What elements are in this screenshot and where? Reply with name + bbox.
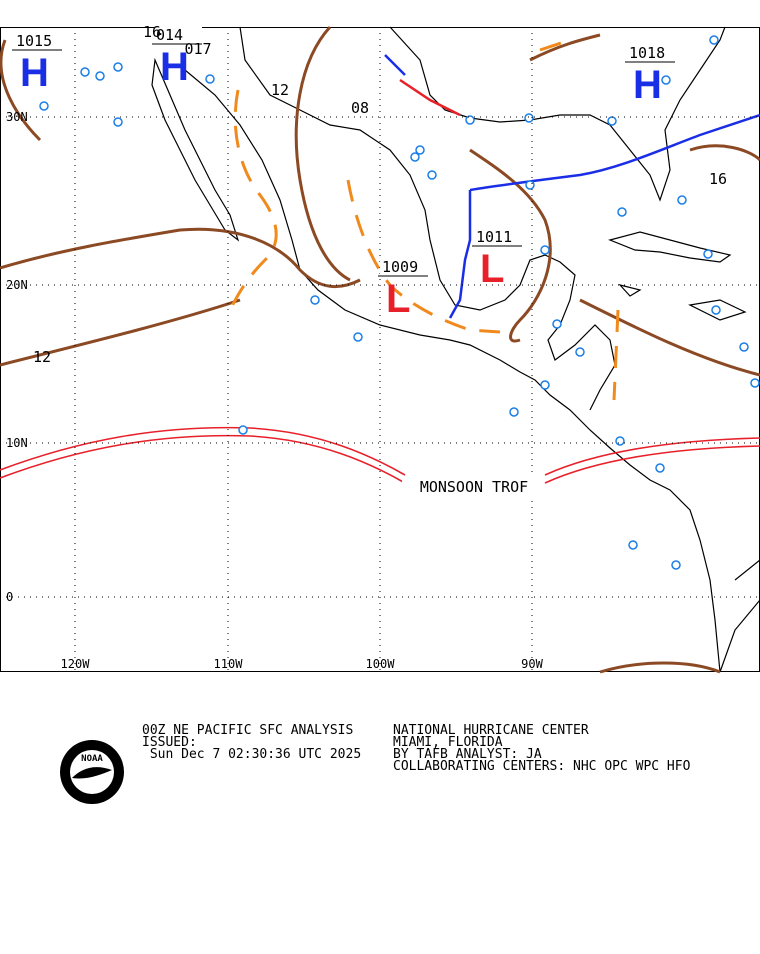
station: [238, 425, 248, 435]
map-frame: [0, 27, 760, 672]
lon-label: 100W: [366, 657, 396, 671]
station: [739, 342, 749, 352]
pressure-center-value: 014: [156, 26, 183, 44]
station: [615, 436, 625, 446]
fronts: [384, 54, 760, 319]
noaa-logo-bird: [72, 767, 112, 779]
station: [353, 332, 363, 342]
station: [677, 195, 687, 205]
station: [113, 62, 123, 72]
station: [415, 145, 425, 155]
footer-right-line: COLLABORATING CENTERS: NHC OPC WPC HFO: [393, 759, 691, 774]
station: [709, 35, 719, 45]
pressure-label-box: [380, 258, 428, 276]
station: [427, 170, 437, 180]
pressure-center-value: 1015: [16, 32, 52, 50]
lon-label: 90W: [521, 657, 543, 671]
station: [617, 207, 627, 217]
isobar-label: 017: [184, 40, 211, 58]
pressure-label-box: [14, 32, 62, 50]
monsoon-trough-label: MONSOON TROF: [420, 478, 528, 496]
station: [628, 540, 638, 550]
station: [671, 560, 681, 570]
footer-right-line: BY TAFB ANALYST: JA: [393, 747, 542, 762]
station-plots: [39, 35, 760, 570]
lon-label: 120W: [61, 657, 91, 671]
station: [39, 101, 49, 111]
isobar-label: 08: [351, 99, 369, 117]
monsoon-trough: [0, 426, 760, 484]
pressure-center-value: 1018: [629, 44, 665, 62]
pressure-center-value: 1011: [476, 228, 512, 246]
station: [95, 71, 105, 81]
station: [205, 74, 215, 84]
station: [540, 380, 550, 390]
footer-left-line: ISSUED:: [142, 735, 197, 750]
lat-label: 0: [6, 590, 13, 604]
pressure-center-symbol: H: [633, 63, 662, 107]
pressure-center-symbol: H: [20, 51, 49, 95]
station: [465, 115, 475, 125]
lon-label: 110W: [214, 657, 244, 671]
station: [575, 347, 585, 357]
pressure-center-symbol: L: [480, 247, 504, 291]
feature-label-bg: [402, 476, 544, 496]
pressure-center-symbol: L: [386, 277, 410, 321]
footer-left-line: Sun Dec 7 02:30:36 UTC 2025: [142, 747, 361, 762]
footer-left-line: 00Z NE PACIFIC SFC ANALYSIS: [142, 723, 353, 738]
pressure-center-symbol: H: [160, 45, 189, 89]
isobar-label: 16: [143, 23, 161, 41]
lat-label: 20N: [6, 278, 28, 292]
lat-label: 30N: [6, 110, 28, 124]
pressure-center-value: 1009: [382, 258, 418, 276]
station: [410, 152, 420, 162]
station: [509, 407, 519, 417]
station: [711, 305, 721, 315]
pressure-label-box: [154, 26, 202, 44]
station: [113, 117, 123, 127]
station: [80, 67, 90, 77]
noaa-logo-text: NOAA: [81, 754, 103, 764]
isobar-label: 12: [33, 348, 51, 366]
lat-label: 10N: [6, 436, 28, 450]
station: [524, 113, 534, 123]
station: [525, 180, 535, 190]
station: [310, 295, 320, 305]
station: [661, 75, 671, 85]
station: [540, 245, 550, 255]
station: [655, 463, 665, 473]
isobar-label: 16: [709, 170, 727, 188]
coastlines: [151, 26, 760, 673]
station: [703, 249, 713, 259]
isobar-label: 12: [271, 81, 289, 99]
station: [750, 378, 760, 388]
station: [552, 319, 562, 329]
station: [607, 116, 617, 126]
pressure-label-box: [627, 44, 675, 62]
pressure-label-box: [474, 228, 522, 246]
footer-right-line: MIAMI, FLORIDA: [393, 735, 503, 750]
footer-right-line: NATIONAL HURRICANE CENTER: [393, 723, 589, 738]
